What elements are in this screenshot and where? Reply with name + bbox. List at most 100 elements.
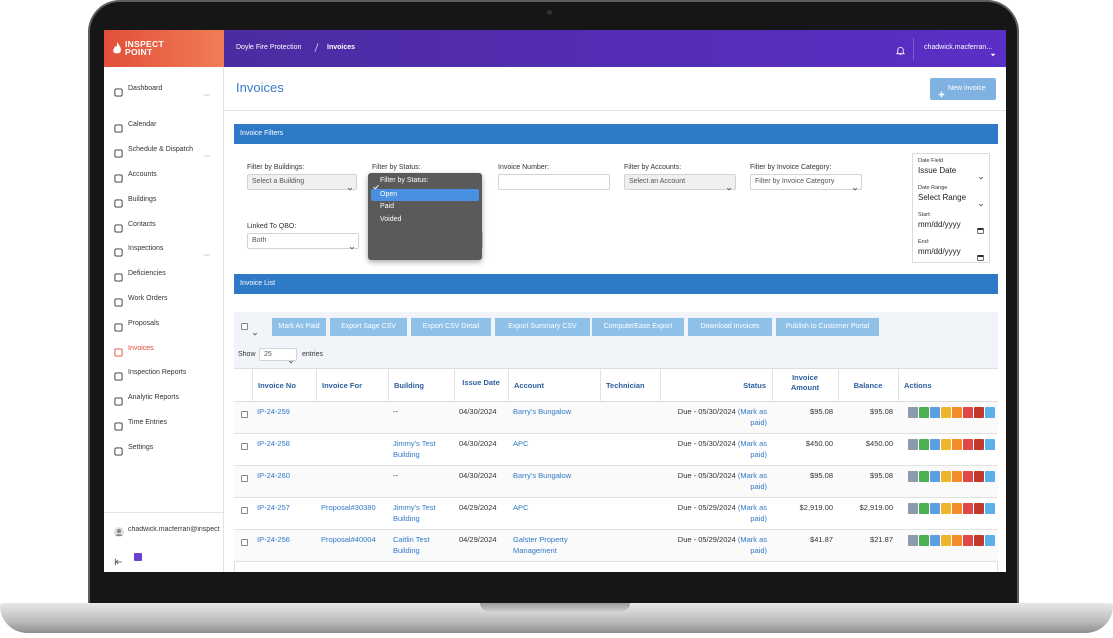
column-header[interactable]: Status [743,381,766,390]
action-button[interactable] [985,439,995,450]
mark-paid-link[interactable]: (Mark as paid) [737,503,767,523]
sidebar-item[interactable]: Calendar [128,121,157,128]
end-input[interactable]: mm/dd/yyyy [918,247,961,256]
action-button[interactable] [919,471,929,482]
row-checkbox[interactable] [241,475,248,482]
action-button[interactable] [941,471,951,482]
sidebar-item[interactable]: Inspection Reports [128,369,187,376]
column-header[interactable]: Building [394,381,424,390]
filter-select[interactable]: Select a Building [247,174,357,190]
breadcrumb-item[interactable]: Doyle Fire Protection [236,44,302,51]
mark-paid-link[interactable]: (Mark as paid) [737,407,767,427]
action-button[interactable] [908,471,918,482]
sidebar-item[interactable]: Contacts [128,221,156,228]
action-button[interactable] [974,407,984,418]
toolbar-button[interactable]: Export Summary CSV [495,318,590,336]
table-cell[interactable]: IP-24-256 [257,535,290,544]
action-button[interactable] [952,439,962,450]
dropdown-option[interactable]: Voided [380,215,402,223]
mark-paid-link[interactable]: (Mark as paid) [737,471,767,491]
toolbar-button[interactable]: Download Invoices [688,318,772,336]
action-button[interactable] [908,535,918,546]
sidebar-item[interactable]: Time Entries [128,419,168,426]
column-header[interactable]: Account [514,381,544,390]
table-cell[interactable]: Proposal#30380 [321,503,376,512]
action-button[interactable] [930,535,940,546]
action-button[interactable] [952,503,962,514]
action-button[interactable] [963,503,973,514]
select-all-checkbox[interactable] [241,323,248,330]
sidebar-item[interactable]: Work Orders [128,295,168,302]
toolbar-button[interactable]: Publish to Customer Portal [776,318,879,336]
sidebar-item[interactable]: Analytic Reports [128,394,179,401]
action-button[interactable] [974,439,984,450]
table-cell[interactable]: IP-24-257 [257,503,290,512]
table-cell[interactable]: IP-24-258 [257,439,290,448]
table-cell[interactable]: Proposal#40004 [321,535,376,544]
sidebar-item[interactable]: Inspections [128,245,164,252]
breadcrumb-item[interactable]: Invoices [327,44,356,51]
action-button[interactable] [985,471,995,482]
sidebar-item[interactable]: Deficiencies [128,270,166,277]
action-button[interactable] [930,439,940,450]
action-button[interactable] [941,503,951,514]
action-button[interactable] [974,503,984,514]
filter-select[interactable]: Select an Account [624,174,736,190]
table-cell[interactable]: IP-24-259 [257,407,290,416]
action-button[interactable] [941,535,951,546]
sidebar-item[interactable]: Schedule & Dispatch [128,146,193,153]
column-header[interactable]: Balance [853,381,883,390]
action-button[interactable] [941,407,951,418]
action-button[interactable] [919,535,929,546]
sidebar-item[interactable]: Dashboard [128,85,163,92]
mark-paid-link[interactable]: (Mark as paid) [737,535,767,555]
sidebar-item[interactable]: Settings [128,444,154,451]
row-checkbox[interactable] [241,411,248,418]
column-header[interactable]: Technician [606,381,645,390]
table-cell[interactable]: IP-24-260 [257,471,290,480]
action-button[interactable] [941,439,951,450]
table-cell[interactable]: APC [513,439,529,448]
action-button[interactable] [985,535,995,546]
action-button[interactable] [919,407,929,418]
action-button[interactable] [974,535,984,546]
action-button[interactable] [908,503,918,514]
table-cell[interactable]: APC [513,503,529,512]
action-button[interactable] [952,471,962,482]
sidebar-item[interactable]: Buildings [128,196,157,203]
action-button[interactable] [963,535,973,546]
column-header[interactable]: Invoice For [322,381,363,390]
toolbar-button[interactable]: Mark As Paid [272,318,326,336]
column-header[interactable]: Actions [904,381,932,390]
toolbar-button[interactable]: ComputerEase Export [592,318,684,336]
row-checkbox[interactable] [241,507,248,514]
action-button[interactable] [952,535,962,546]
column-header[interactable]: Issue Date [462,378,500,387]
action-button[interactable] [919,503,929,514]
action-button[interactable] [930,407,940,418]
action-button[interactable] [952,407,962,418]
dropdown-option[interactable]: Filter by Status: [380,177,429,184]
toolbar-button[interactable]: Export CSV Detail [411,318,491,336]
row-checkbox[interactable] [241,443,248,450]
date-range-value[interactable]: Select Range [918,193,967,202]
table-cell[interactable]: Barry's Bungalow [513,407,572,416]
action-button[interactable] [963,471,973,482]
user-menu[interactable]: chadwick.macferran... [924,44,993,51]
action-button[interactable] [985,503,995,514]
start-input[interactable]: mm/dd/yyyy [918,220,961,229]
action-button[interactable] [930,503,940,514]
table-cell[interactable]: Caitlin Test Building [393,535,430,555]
action-button[interactable] [974,471,984,482]
table-cell[interactable]: Jimmy's Test Building [393,439,436,459]
table-cell[interactable]: Jimmy's Test Building [393,503,436,523]
filter-select[interactable]: Both [247,233,359,249]
action-button[interactable] [908,407,918,418]
column-header[interactable]: Invoice Amount [790,373,820,392]
toolbar-button[interactable]: Export Sage CSV [330,318,407,336]
page-size-select[interactable]: 25 [259,348,297,361]
sidebar-item[interactable]: Proposals [128,320,160,327]
filter-input[interactable] [498,174,610,190]
action-button[interactable] [963,439,973,450]
date-field-value[interactable]: Issue Date [918,166,957,175]
